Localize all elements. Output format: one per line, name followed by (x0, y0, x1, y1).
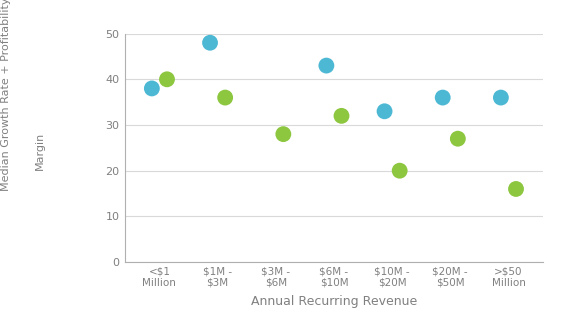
Text: Median Growth Rate + Profitability: Median Growth Rate + Profitability (1, 0, 11, 191)
X-axis label: Annual Recurring Revenue: Annual Recurring Revenue (251, 295, 417, 308)
Point (162, 77, 171, 82)
Point (496, 95, 505, 100)
Point (512, 186, 521, 192)
Point (221, 95, 230, 100)
Point (322, 63, 331, 68)
Point (453, 136, 462, 141)
Point (395, 168, 404, 173)
Point (380, 109, 389, 114)
Point (438, 95, 447, 100)
Point (205, 40, 215, 45)
Point (279, 131, 288, 137)
Point (147, 86, 156, 91)
Point (337, 113, 346, 119)
Text: Margin: Margin (35, 132, 45, 170)
